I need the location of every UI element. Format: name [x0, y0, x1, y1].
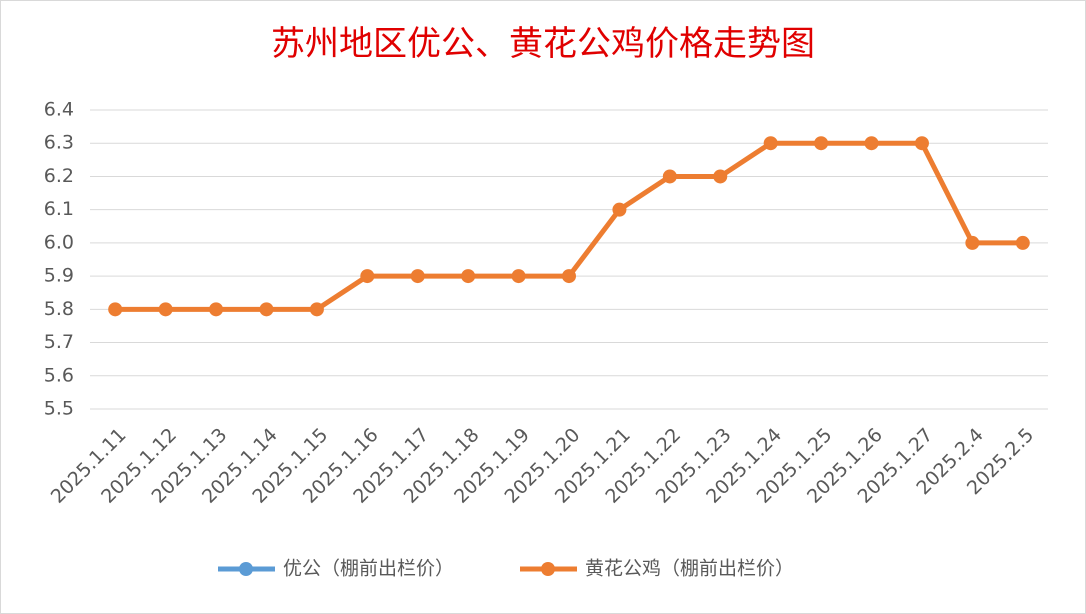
data-point: [108, 302, 123, 317]
data-point: [965, 235, 980, 250]
y-tick-label: 6.3: [44, 132, 74, 154]
y-tick-label: 5.8: [44, 298, 74, 320]
legend-marker: [541, 562, 555, 576]
data-point: [612, 202, 627, 217]
data-point: [209, 302, 224, 317]
data-point: [259, 302, 274, 317]
legend-label: 优公（棚前出栏价）: [283, 558, 454, 580]
y-tick-label: 5.5: [44, 398, 74, 420]
data-point: [309, 302, 324, 317]
y-tick-label: 5.9: [44, 265, 74, 287]
y-tick-label: 6.1: [44, 198, 74, 220]
legend-marker: [239, 562, 253, 576]
data-point: [763, 136, 778, 151]
data-point: [461, 269, 476, 284]
y-tick-label: 6.2: [44, 165, 74, 187]
data-point: [914, 136, 929, 151]
y-tick-label: 5.6: [44, 364, 74, 386]
data-point: [410, 269, 425, 284]
y-tick-label: 6.4: [44, 99, 74, 121]
data-point: [360, 269, 375, 284]
data-point: [864, 136, 879, 151]
data-point: [662, 169, 677, 184]
data-point: [1015, 235, 1030, 250]
data-point: [562, 269, 576, 284]
data-point: [814, 136, 829, 151]
y-tick-label: 5.7: [44, 331, 74, 353]
data-point: [511, 269, 526, 284]
data-point: [713, 169, 728, 184]
legend-label: 黄花公鸡（棚前出栏价）: [585, 558, 794, 580]
data-point: [158, 302, 173, 317]
chart-title: 苏州地区优公、黄花公鸡价格走势图: [271, 24, 815, 64]
y-tick-label: 6.0: [44, 231, 74, 253]
